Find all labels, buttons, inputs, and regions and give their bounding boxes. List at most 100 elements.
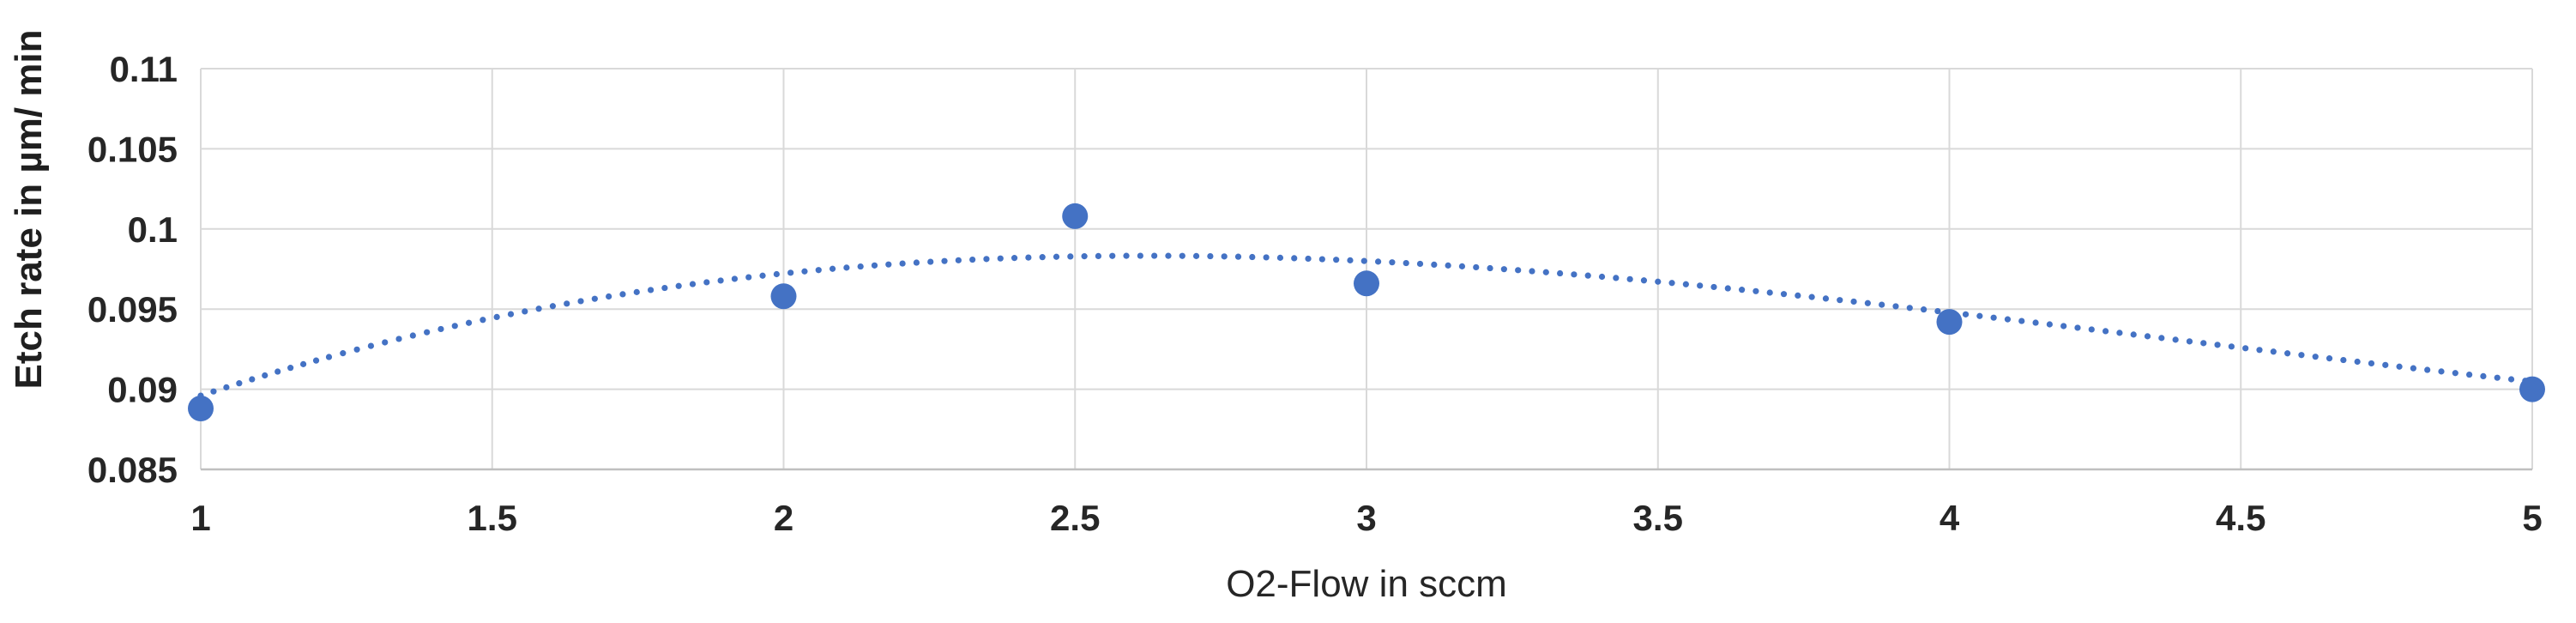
trendline-dot xyxy=(997,255,1004,262)
trendline-dot xyxy=(661,284,668,292)
trendline-dot xyxy=(913,259,920,266)
trendline-dot xyxy=(409,332,416,339)
trendline-dot xyxy=(1990,314,1997,321)
trendline-dot xyxy=(424,329,431,336)
trendline-dot xyxy=(2368,360,2375,367)
trendline-dot xyxy=(2046,321,2053,328)
trendline-dot xyxy=(815,267,822,274)
trendline-dot xyxy=(857,263,864,270)
trendline-dot xyxy=(1305,255,1312,263)
trendline-dot xyxy=(1207,252,1214,260)
trendline-dot xyxy=(1095,252,1102,259)
trendline-dot xyxy=(2438,368,2445,375)
trendline-dot xyxy=(619,291,626,298)
trendline-dot xyxy=(2060,323,2067,330)
trendline-dot xyxy=(927,258,934,265)
trendline-dot xyxy=(1529,268,1535,275)
trendline-dot xyxy=(2158,335,2165,342)
trendline-dot xyxy=(2270,348,2277,355)
trendline-dot xyxy=(2214,342,2221,348)
trendline-dot xyxy=(2298,352,2305,359)
y-tick-label: 0.095 xyxy=(87,289,178,330)
trendline-dot xyxy=(1571,271,1578,278)
trendline-dot xyxy=(1753,287,1759,294)
trendline-dot xyxy=(2116,330,2123,336)
trendline-dot xyxy=(591,295,598,302)
trendline-dot xyxy=(2424,366,2431,373)
trendline-dot xyxy=(1682,281,1689,287)
trendline-dot xyxy=(1962,311,1970,318)
trendline-dot xyxy=(325,354,333,360)
trendline-dot xyxy=(1318,256,1325,263)
data-point xyxy=(770,283,797,310)
trendline-dot xyxy=(941,257,948,264)
trendline-dot xyxy=(1067,253,1074,260)
trendline-dot xyxy=(1795,292,1801,299)
trendline-dot xyxy=(955,257,962,263)
trendline-dot xyxy=(983,256,990,263)
trendline-dot xyxy=(1165,252,1172,259)
trendline-dot xyxy=(522,308,528,315)
trendline-dot xyxy=(969,256,976,263)
trendline-dot xyxy=(1234,253,1242,260)
trendline-dot xyxy=(2480,372,2487,379)
trendline-dot xyxy=(1542,269,1549,275)
trendline-dot xyxy=(801,268,808,275)
trendline-dot xyxy=(1934,307,1941,315)
trendline-dot xyxy=(1403,259,1409,267)
trendline-dot xyxy=(647,287,655,293)
trendline-dot xyxy=(1192,252,1200,259)
trendline-dot xyxy=(1710,283,1717,291)
data-point xyxy=(2519,376,2545,402)
trendline-dot xyxy=(274,368,281,375)
trendline-dot xyxy=(535,305,542,312)
trendline-dot xyxy=(2494,374,2501,381)
trendline-dot xyxy=(1780,291,1788,298)
trendline-dot xyxy=(236,380,243,387)
trendline-dot xyxy=(1640,277,1648,284)
trendline-dot xyxy=(2032,319,2039,326)
trendline-dot xyxy=(2144,333,2151,340)
trendline-dot xyxy=(1109,252,1116,259)
x-tick-label: 4.5 xyxy=(2216,498,2265,538)
trendline-dot xyxy=(1668,280,1675,287)
trendline-dot xyxy=(2326,355,2333,362)
trendline-dot xyxy=(564,300,570,307)
trendline-dot xyxy=(223,384,230,390)
trendline-dot xyxy=(871,262,878,269)
y-tick-label: 0.1 xyxy=(128,209,178,250)
trendline-dot xyxy=(717,277,724,284)
y-tick-label: 0.085 xyxy=(87,450,178,490)
trendline-dot xyxy=(633,288,640,295)
trendline-dot xyxy=(353,346,360,353)
trendline-dot xyxy=(287,365,294,372)
trendline-dot xyxy=(1626,275,1633,282)
trendline-dot xyxy=(2186,338,2193,345)
trendline-dot xyxy=(1416,260,1424,268)
trendline-dot xyxy=(1766,289,1773,296)
trendline-dot xyxy=(1431,261,1438,268)
trendline-dot xyxy=(731,275,739,282)
trendline-dot xyxy=(367,342,375,349)
trendline-dot xyxy=(2130,331,2137,338)
y-tick-label: 0.09 xyxy=(107,370,178,410)
x-tick-label: 2 xyxy=(774,498,793,538)
trendline-dot xyxy=(1179,252,1185,259)
data-point xyxy=(1354,270,1379,297)
trendline-dot xyxy=(1850,298,1857,305)
trendline-dot xyxy=(1347,257,1354,263)
trendline-dot xyxy=(675,282,682,289)
trendline-dot xyxy=(1697,282,1704,289)
trendline-dot xyxy=(2410,365,2416,372)
trendline-dot xyxy=(340,350,347,357)
trendline-dot xyxy=(1221,253,1228,260)
trendline-dot xyxy=(465,319,473,326)
trendline-dot xyxy=(829,265,836,272)
trendline-dot xyxy=(312,357,320,364)
trendline-dot xyxy=(395,336,402,342)
trendline-dot xyxy=(1655,278,1662,285)
trendline-dot xyxy=(759,272,766,279)
trendline-dot xyxy=(1010,255,1018,262)
